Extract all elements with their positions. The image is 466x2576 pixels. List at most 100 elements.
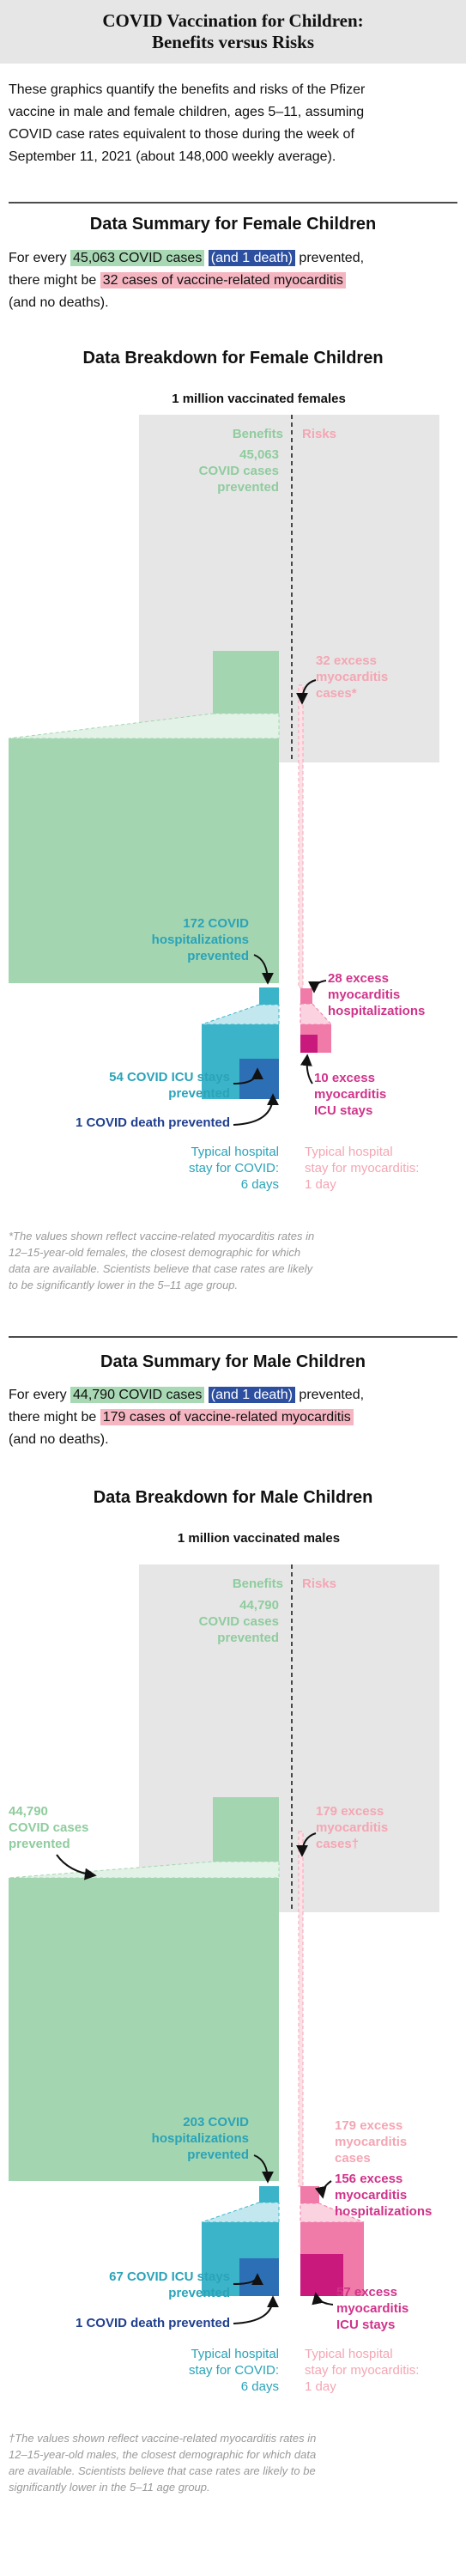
cases-label-line: prevented: [217, 1631, 279, 1645]
risk-icu-label-line: ICU stays: [314, 1103, 373, 1118]
arrow: [233, 2295, 279, 2324]
risk-icu-label: 57 excess myocarditis ICU stays: [336, 2284, 409, 2333]
risks-label: Risks: [302, 427, 337, 441]
hosp-label-line: hospitalizations: [151, 2131, 249, 2146]
cases-label: 45,063 COVID cases prevented: [199, 447, 279, 495]
cases-square: [213, 1797, 279, 1862]
risk-icu-label: 10 excess myocarditis ICU stays: [314, 1070, 386, 1119]
risk-magenta-square: [300, 1035, 318, 1053]
footnote: †The values shown reflect vaccine-relate…: [9, 2430, 316, 2495]
summary-heading: Data Summary for Female Children: [89, 215, 377, 234]
footnote-line: 12–15-year-old males, the closest demogr…: [9, 2448, 317, 2461]
stay-covid: Typical hospital stay for COVID: 6 days: [189, 1144, 279, 1193]
summary-heading: Data Summary for Male Children: [100, 1352, 366, 1371]
footnote-line: data are available. Scientists believe t…: [9, 1262, 313, 1275]
arrow: [296, 679, 317, 705]
risk-cases-label-line: myocarditis: [316, 1820, 389, 1835]
footnote-line: †The values shown reflect vaccine-relate…: [9, 2432, 317, 2445]
cases-highlight: 44,790 COVID cases: [70, 1387, 205, 1403]
cases-label-line: prevented: [217, 480, 279, 495]
arrow: [233, 2273, 263, 2286]
cases-square: [213, 651, 279, 714]
arrow: [312, 2292, 334, 2306]
hosp-label-line: prevented: [187, 2148, 249, 2162]
arrow: [300, 1054, 313, 1084]
risk-hosp-square: [300, 988, 312, 1004]
risk-cases-label-line: cases†: [316, 1837, 360, 1851]
stay-myocarditis-line: 1 day: [305, 1177, 336, 1192]
benefits-label: Benefits: [232, 1577, 283, 1591]
risk-icu-label-line: myocarditis: [314, 1087, 387, 1102]
risk-hosp-label-line: hospitalizations: [328, 1004, 426, 1018]
risk-hosp-square: [300, 2186, 319, 2203]
hosp-label-line: hospitalizations: [151, 933, 249, 947]
footnote-line: 12–15-year-old females, the closest demo…: [9, 1246, 301, 1259]
icu-label-line: prevented: [168, 1086, 230, 1101]
benefits-label: Benefits: [232, 427, 283, 441]
title-line: COVID Vaccination for Children:: [102, 10, 364, 31]
risks-label: Risks: [302, 1577, 337, 1591]
stay-myocarditis-line: 1 day: [305, 2379, 336, 2394]
stay-covid-line: Typical hospital: [191, 2347, 279, 2361]
cases-highlight: 45,063 COVID cases: [70, 250, 205, 266]
arrow: [314, 2180, 332, 2199]
death-label: 1 COVID death prevented: [75, 2316, 230, 2330]
risk-cases-label-2-line: cases: [335, 2151, 371, 2166]
cases-label-line: COVID cases: [198, 464, 279, 478]
summary-text: there might be: [9, 1410, 97, 1425]
summary-text: (and no deaths).: [9, 1432, 109, 1447]
intro: These graphics quantify the benefits and…: [9, 79, 365, 168]
footnote-line: significantly lower in the 5–11 age grou…: [9, 2481, 210, 2494]
hosp-square: [259, 2186, 279, 2202]
left-cases-label-line: 44,790: [9, 1804, 48, 1819]
hosp-connector: [201, 2202, 280, 2223]
stay-covid-line: 6 days: [240, 2379, 279, 2394]
hosp-square: [259, 987, 279, 1005]
hosp-label: 172 COVID hospitalizations prevented: [152, 915, 249, 964]
risk-connector: [300, 1003, 333, 1025]
arrow: [308, 980, 327, 993]
footnote-line: to be significantly lower in the 5–11 ag…: [9, 1279, 239, 1291]
summary-text: prevented,: [299, 1388, 365, 1402]
intro-line: vaccine in male and female children, age…: [9, 105, 365, 119]
title-line: Benefits versus Risks: [151, 32, 314, 52]
risk-icu-label-line: 57 excess: [336, 2285, 397, 2300]
stay-myocarditis: Typical hospital stay for myocarditis: 1 d…: [305, 1144, 419, 1193]
footnote: *The values shown reflect vaccine-relate…: [9, 1228, 314, 1293]
population-label: 1 million vaccinated females: [172, 392, 346, 406]
hosp-label-line: prevented: [187, 949, 249, 963]
death-label: 1 COVID death prevented: [75, 1115, 230, 1130]
population-box: [139, 415, 439, 762]
summary-text: For every: [9, 1388, 67, 1402]
cases-label-line: 45,063: [239, 447, 279, 462]
risk-hosp-label-line: myocarditis: [335, 2188, 408, 2202]
hosp-label-line: 172 COVID: [183, 916, 249, 931]
risk-icu-label-line: ICU stays: [336, 2318, 396, 2332]
risk-column: [298, 1831, 304, 2187]
myocarditis-highlight: 32 cases of vaccine-related myocarditis: [100, 272, 346, 289]
cases-area: [9, 738, 279, 983]
arrow: [233, 1067, 263, 1084]
stay-myocarditis-line: Typical hospital: [305, 1145, 393, 1159]
summary-text: For every: [9, 251, 67, 265]
icu-label: 67 COVID ICU stays prevented: [109, 2269, 230, 2301]
stay-myocarditis-line: Typical hospital: [305, 2347, 393, 2361]
risk-cases-label-2-line: myocarditis: [335, 2135, 408, 2149]
hosp-label-line: 203 COVID: [183, 2115, 249, 2129]
icu-label-line: 54 COVID ICU stays: [109, 1070, 230, 1084]
stay-covid-line: 6 days: [240, 1177, 279, 1192]
arrow: [56, 1854, 97, 1880]
population-label: 1 million vaccinated males: [177, 1531, 341, 1546]
stay-covid-line: stay for COVID:: [188, 2363, 279, 2378]
title: COVID Vaccination for Children: Benefits …: [0, 10, 466, 53]
stay-covid-line: stay for COVID:: [188, 1161, 279, 1176]
risk-cases-label-2-line: 179 excess: [335, 2118, 403, 2133]
summary-text: (and no deaths).: [9, 295, 109, 310]
left-cases-label-line: COVID cases: [9, 1820, 89, 1835]
risk-cases-label-2: 179 excess myocarditis cases: [335, 2117, 407, 2166]
icu-label: 54 COVID ICU stays prevented: [109, 1069, 230, 1102]
intro-line: September 11, 2021 (about 148,000 weekly…: [9, 149, 336, 164]
left-cases-label-line: prevented: [9, 1837, 70, 1851]
risk-hosp-label-line: hospitalizations: [335, 2204, 433, 2219]
